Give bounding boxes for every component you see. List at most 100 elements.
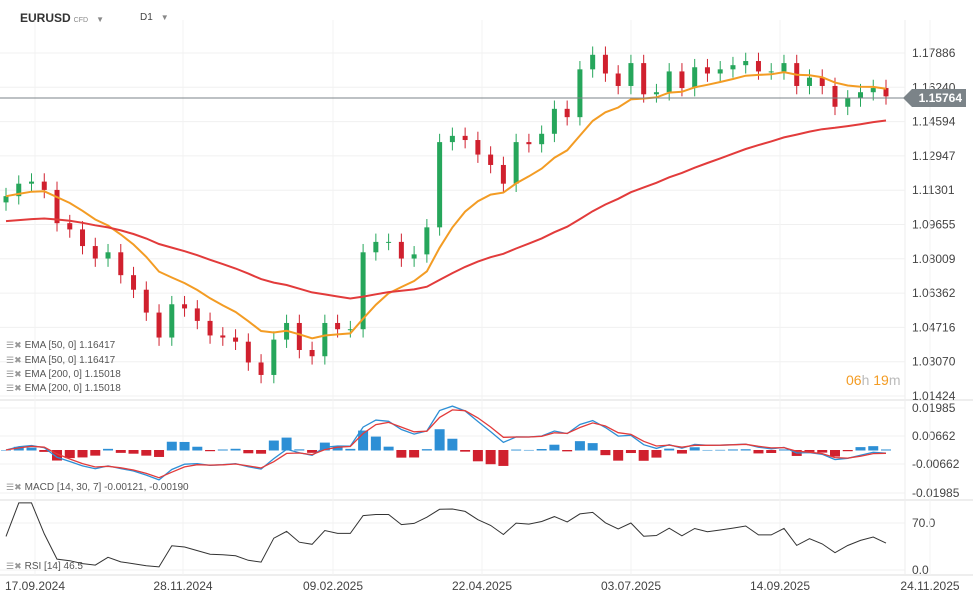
macd-histogram-bar <box>485 450 496 465</box>
candle-body <box>92 246 98 259</box>
candle-body <box>641 63 647 95</box>
macd-signal-line <box>5 409 887 479</box>
legend-ema50[interactable]: ☰✖ EMA [50, 0] 1.16417 <box>6 340 116 351</box>
candle-body <box>666 71 672 93</box>
candle-body <box>67 223 73 230</box>
candle-body <box>564 108 570 118</box>
candle-body <box>3 196 9 203</box>
legend-ema200[interactable]: ☰✖ EMA [200, 0] 1.15018 <box>6 369 121 380</box>
candle-body <box>628 63 634 86</box>
candle-body <box>806 77 812 86</box>
macd-histogram-bar <box>281 437 292 451</box>
macd-histogram-bar <box>587 443 598 451</box>
macd-histogram-bar <box>881 449 891 451</box>
macd-tick-label: 0.01985 <box>912 401 956 415</box>
candle-body <box>539 133 545 145</box>
macd-histogram-bar <box>778 449 789 451</box>
macd-histogram-bar <box>766 450 777 454</box>
date-tick-label: 09.02.2025 <box>303 579 363 593</box>
macd-histogram-bar <box>676 450 687 454</box>
macd-histogram-bar <box>332 446 343 451</box>
legend-rsi[interactable]: ☰✖ RSI [14] 46.5 <box>6 561 83 572</box>
macd-histogram-bar <box>128 450 139 454</box>
price-tick-label: 1.17886 <box>912 46 956 60</box>
candle-body <box>309 350 315 357</box>
candle-body <box>615 73 621 86</box>
candle-body <box>194 308 200 321</box>
candle-body <box>692 67 698 89</box>
macd-histogram-bar <box>523 449 534 451</box>
macd-histogram-bar <box>90 450 101 456</box>
chevron-down-icon: ▼ <box>96 15 104 24</box>
legend-macd[interactable]: ☰✖ MACD [14, 30, 7] -0.00121, -0.00190 <box>6 482 189 493</box>
legend-ema50-2[interactable]: ☰✖ EMA [50, 0] 1.16417 <box>6 355 116 366</box>
candle-body <box>143 289 149 313</box>
macd-histogram-bar <box>817 450 828 453</box>
macd-histogram-bar <box>727 449 738 451</box>
macd-histogram-bar <box>868 446 879 451</box>
price-tick-label: 1.12947 <box>912 149 956 163</box>
candle-body <box>118 252 124 276</box>
ema200-line <box>5 119 887 300</box>
candle-body <box>500 164 506 184</box>
candle-body <box>105 252 111 259</box>
candle-body <box>424 227 430 255</box>
settings-icon[interactable]: ☰✖ <box>6 561 22 571</box>
macd-histogram-bar <box>549 444 560 451</box>
settings-icon[interactable]: ☰✖ <box>6 383 22 393</box>
price-tick-label: 1.11301 <box>912 183 955 197</box>
macd-histogram-bar <box>358 430 369 451</box>
macd-histogram-bar <box>268 440 279 451</box>
settings-icon[interactable]: ☰✖ <box>6 340 22 350</box>
candle-body <box>360 252 366 330</box>
candle-body <box>602 54 608 74</box>
candle-body <box>335 322 341 330</box>
settings-icon[interactable]: ☰✖ <box>6 369 22 379</box>
rsi-tick-label: 70.0 <box>912 516 936 530</box>
price-tick-label: 1.14594 <box>912 115 956 129</box>
candle-body <box>717 69 723 74</box>
macd-histogram-bar <box>217 449 228 451</box>
macd-histogram-bar <box>205 450 216 452</box>
candle-body <box>386 241 392 243</box>
candle-body <box>411 254 417 259</box>
settings-icon[interactable]: ☰✖ <box>6 355 22 365</box>
macd-histogram-bar <box>651 450 662 458</box>
date-tick-label: 22.04.2025 <box>452 579 512 593</box>
rsi-line <box>5 502 887 568</box>
macd-histogram-bar <box>829 450 840 457</box>
candle-body <box>220 335 226 338</box>
settings-icon[interactable]: ☰✖ <box>6 482 22 492</box>
macd-histogram-bar <box>77 450 88 458</box>
candle-body <box>743 61 749 66</box>
legend-ema200-2[interactable]: ☰✖ EMA [200, 0] 1.15018 <box>6 383 121 394</box>
chevron-down-icon: ▼ <box>160 13 169 22</box>
macd-histogram-bar <box>26 447 37 451</box>
candle-body <box>755 61 761 72</box>
candle-body <box>258 362 264 375</box>
candle-body <box>16 183 22 197</box>
macd-histogram-bar <box>1 450 11 451</box>
price-tick-label: 1.09655 <box>912 218 956 232</box>
macd-histogram-bar <box>64 450 75 459</box>
candle-body <box>653 92 659 95</box>
macd-histogram-bar <box>842 450 853 452</box>
symbol-selector[interactable]: EURUSD CFD ▼ <box>20 11 104 25</box>
candle-body <box>207 320 213 336</box>
candle-body <box>704 67 710 74</box>
macd-histogram-bar <box>39 450 50 452</box>
macd-histogram-bar <box>855 447 866 451</box>
macd-histogram-bar <box>562 450 573 452</box>
candle-body <box>131 275 137 290</box>
macd-histogram-bar <box>625 450 636 454</box>
macd-histogram-bar <box>294 449 305 451</box>
macd-histogram-bar <box>434 429 445 451</box>
timeframe-selector[interactable]: D1 ▼ <box>140 12 169 23</box>
candle-body <box>296 322 302 351</box>
macd-histogram-bar <box>103 448 114 451</box>
macd-histogram-bar <box>421 449 432 451</box>
toolbar: EURUSD CFD ▼ D1 ▼ <box>0 0 973 36</box>
candle-body <box>245 341 251 363</box>
date-tick-label: 03.07.2025 <box>601 579 661 593</box>
